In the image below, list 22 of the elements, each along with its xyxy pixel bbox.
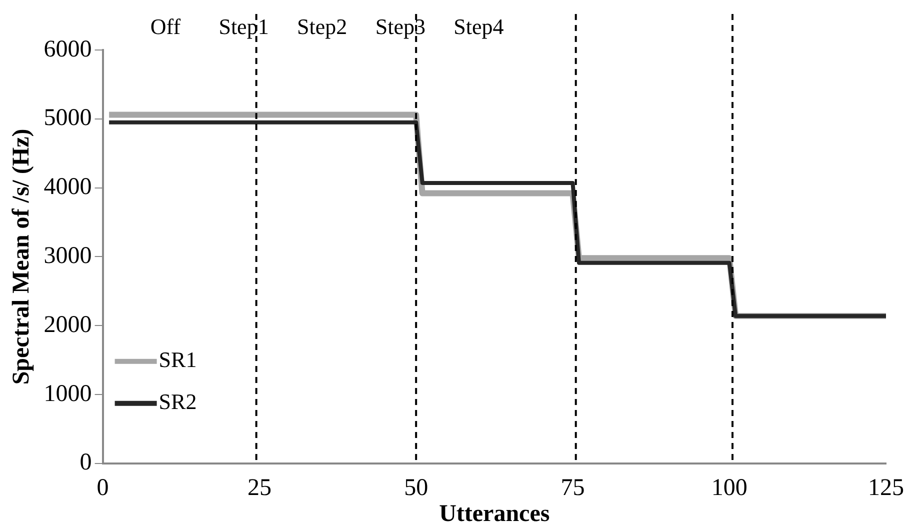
text: Step3 xyxy=(375,14,426,39)
y-tick-label: 4000 xyxy=(44,174,92,200)
x-tick-label: 75 xyxy=(560,475,585,502)
text: Step4 xyxy=(454,14,504,39)
text: Step2 xyxy=(297,14,348,39)
x-tick-label: 125 xyxy=(868,475,904,502)
y-tick-label: 3000 xyxy=(44,242,92,269)
y-axis-title: Spectral Mean of /s/ (Hz) xyxy=(8,128,35,385)
y-tick-label: 1000 xyxy=(44,380,92,407)
y-tick-label: 6000 xyxy=(44,36,92,62)
text: Step1 xyxy=(218,14,269,39)
x-axis-title: Utterances xyxy=(439,500,550,527)
x-tick-label: 25 xyxy=(247,475,272,502)
y-tick-label: 2000 xyxy=(44,312,92,338)
x-tick-label: 100 xyxy=(711,475,748,502)
text: Off xyxy=(150,14,182,39)
y-tick-label: 0 xyxy=(80,450,92,476)
legend-label: SR2 xyxy=(158,389,197,414)
x-tick-label: 0 xyxy=(96,475,109,502)
x-tick-label: 50 xyxy=(404,475,428,502)
y-tick-label: 5000 xyxy=(44,105,92,132)
legend-label: SR1 xyxy=(158,347,197,372)
